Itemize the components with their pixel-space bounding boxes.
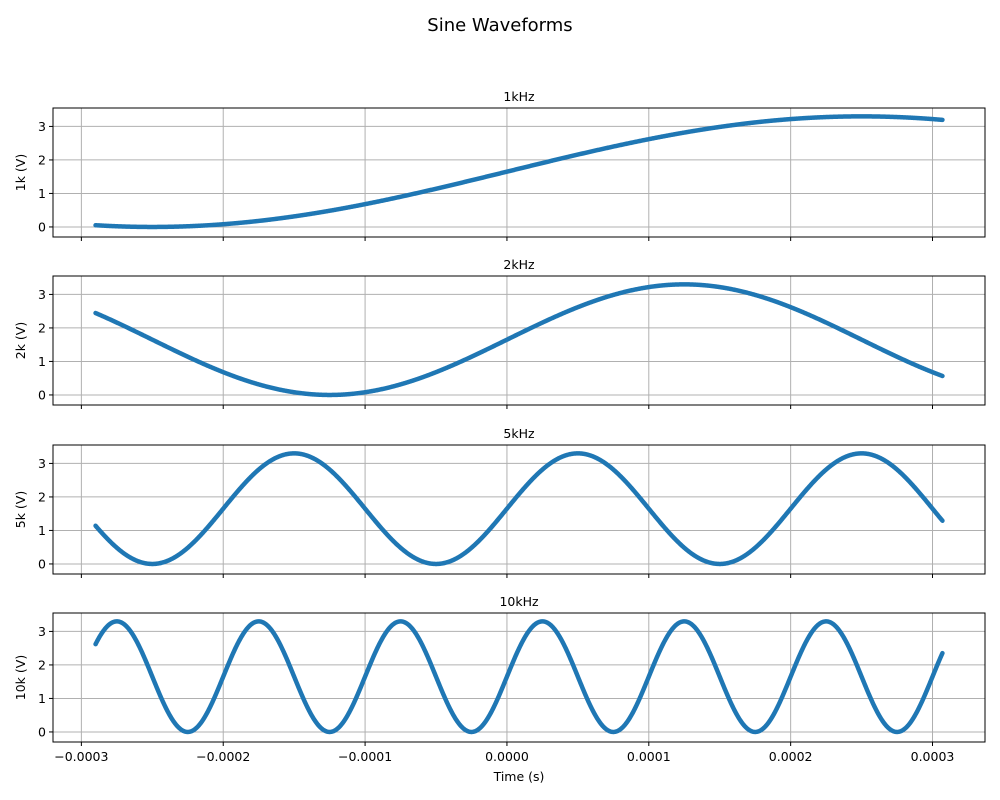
y-tick-label: 3 bbox=[38, 456, 46, 471]
y-tick-label: 0 bbox=[38, 387, 46, 402]
y-axis-label: 2k (V) bbox=[13, 322, 28, 359]
x-tick-label: 0.0002 bbox=[769, 749, 813, 764]
subplot-2: 2kHz 0 1 2 3 2k (V) bbox=[13, 257, 986, 409]
series-line bbox=[93, 619, 945, 735]
x-tick-label: −0.0001 bbox=[338, 749, 392, 764]
plot-frame bbox=[52, 444, 986, 575]
y-tick-label: 1 bbox=[38, 354, 46, 369]
subplot-title: 5kHz bbox=[503, 426, 535, 441]
subplot-1: 1kHz 0 1 2 3 1k (V) bbox=[13, 89, 986, 241]
y-tick-label: 2 bbox=[38, 489, 46, 504]
x-tick-label: −0.0002 bbox=[196, 749, 250, 764]
series-line bbox=[93, 282, 945, 398]
y-axis-label: 10k (V) bbox=[13, 655, 28, 700]
subplot-4: 10kHz 0 1 2 3 −0.0003 −0.0002 −0.0001 0.0000 0.00… bbox=[13, 594, 986, 784]
y-axis-label: 5k (V) bbox=[13, 491, 28, 528]
figure-title: Sine Waveforms bbox=[427, 15, 572, 36]
subplot-title: 10kHz bbox=[499, 594, 539, 609]
y-tick-label: 1 bbox=[38, 186, 46, 201]
y-tick-label: 1 bbox=[38, 691, 46, 706]
subplot-title: 2kHz bbox=[503, 257, 535, 272]
series-line bbox=[93, 451, 945, 567]
x-axis-label: Time (s) bbox=[493, 769, 545, 784]
y-tick-label: 0 bbox=[38, 724, 46, 739]
x-tick-label: 0.0001 bbox=[627, 749, 671, 764]
y-tick-label: 0 bbox=[38, 556, 46, 571]
y-tick-label: 2 bbox=[38, 320, 46, 335]
y-tick-label: 2 bbox=[38, 657, 46, 672]
y-tick-label: 3 bbox=[38, 624, 46, 639]
subplot-3: 5kHz 0 1 2 3 5k (V) bbox=[13, 426, 986, 578]
y-tick-label: 3 bbox=[38, 119, 46, 134]
y-tick-label: 2 bbox=[38, 152, 46, 167]
y-tick-label: 3 bbox=[38, 287, 46, 302]
series-line bbox=[93, 114, 945, 230]
y-tick-label: 1 bbox=[38, 523, 46, 538]
subplot-panels: 1kHz 0 1 2 3 1k (V) 2kHz 0 1 2 3 2k (V) 5kHz 0 1 2 3 5k (… bbox=[13, 89, 986, 784]
x-tick-label: 0.0003 bbox=[911, 749, 955, 764]
plot-frame bbox=[52, 107, 986, 238]
plot-frame bbox=[52, 275, 986, 406]
y-tick-label: 0 bbox=[38, 219, 46, 234]
y-axis-label: 1k (V) bbox=[13, 154, 28, 191]
subplot-title: 1kHz bbox=[503, 89, 535, 104]
x-tick-label: 0.0000 bbox=[485, 749, 529, 764]
x-tick-label: −0.0003 bbox=[54, 749, 108, 764]
plot-frame bbox=[52, 612, 986, 743]
